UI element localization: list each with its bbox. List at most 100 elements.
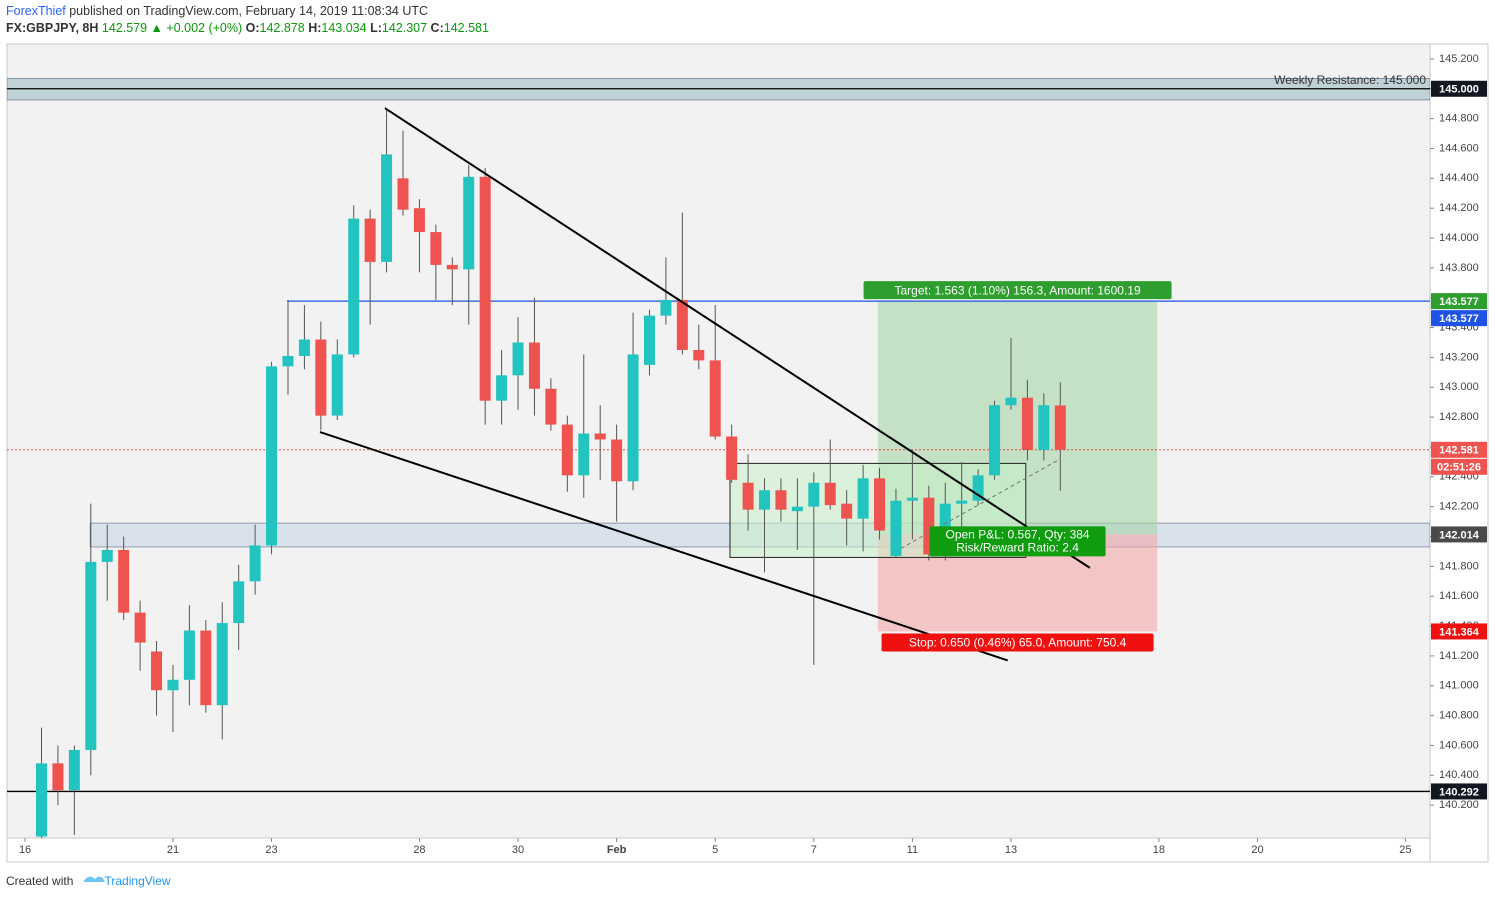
candle-body bbox=[1054, 405, 1066, 450]
created: Created with bbox=[6, 874, 73, 888]
stop_label: Stop: 0.650 (0.46%) 65.0, Amount: 750.4 bbox=[909, 636, 1127, 650]
candle-body bbox=[364, 218, 376, 262]
candle-body bbox=[463, 176, 475, 270]
candle-body bbox=[857, 478, 869, 519]
trend-line bbox=[319, 431, 1009, 662]
x-tick-label: 11 bbox=[907, 844, 918, 856]
trend-line bbox=[384, 107, 1091, 569]
x-tick-label: Feb bbox=[607, 844, 627, 856]
price-tag bbox=[1431, 783, 1487, 800]
brand[interactable]: TradingView bbox=[105, 874, 171, 888]
y-tick-label: 143.000 bbox=[1439, 381, 1479, 393]
symbol: FX:GBPJPY, 8H bbox=[6, 21, 98, 35]
candle-body bbox=[101, 549, 113, 562]
candle-body bbox=[676, 299, 688, 350]
candle-body bbox=[841, 503, 853, 519]
price-tag-label: 143.577 bbox=[1439, 313, 1479, 325]
brand-logo bbox=[83, 876, 105, 882]
candle-body bbox=[118, 549, 130, 613]
candle-body bbox=[742, 482, 754, 510]
candle-body bbox=[1005, 397, 1017, 406]
dashed-line bbox=[900, 458, 1061, 549]
candle-body bbox=[1021, 397, 1033, 450]
candle-body bbox=[479, 176, 491, 401]
candle-body bbox=[216, 623, 228, 706]
candle-body bbox=[594, 433, 606, 440]
price-tag bbox=[1431, 623, 1487, 640]
candle-body bbox=[85, 561, 97, 750]
countdown-box bbox=[1431, 458, 1487, 475]
candle-body bbox=[759, 490, 771, 510]
price-tag-label: 145.000 bbox=[1439, 84, 1479, 96]
price-tag bbox=[1431, 310, 1487, 327]
candle-body bbox=[134, 612, 146, 643]
price-tag-label: 140.292 bbox=[1439, 786, 1479, 798]
candle-body bbox=[923, 497, 935, 555]
y-tick-label: 140.600 bbox=[1439, 739, 1479, 751]
candle-body bbox=[496, 375, 508, 401]
footer: Created with TradingView bbox=[6, 874, 171, 888]
candle-body bbox=[693, 349, 705, 361]
x-tick-label: 25 bbox=[1399, 844, 1411, 856]
y-tick-label: 145.200 bbox=[1439, 53, 1479, 65]
y-tick-label: 144.400 bbox=[1439, 172, 1479, 184]
candle-body bbox=[709, 360, 721, 437]
price-tag-label: 143.577 bbox=[1439, 296, 1479, 308]
candle-body bbox=[906, 497, 918, 501]
candle-body bbox=[972, 475, 984, 501]
x-tick-label: 30 bbox=[512, 844, 524, 856]
candle-body bbox=[430, 232, 442, 265]
candle-body bbox=[643, 315, 655, 365]
x-tick-label: 20 bbox=[1251, 844, 1263, 856]
last: 142.579 bbox=[102, 21, 147, 35]
y-tick-label: 140.800 bbox=[1439, 710, 1479, 722]
price-tag-label: 141.364 bbox=[1439, 626, 1480, 638]
candle-body bbox=[282, 355, 294, 367]
candle-body bbox=[151, 651, 163, 691]
price-tag bbox=[1431, 441, 1487, 458]
candle-body bbox=[611, 439, 623, 482]
y-tick-label: 142.800 bbox=[1439, 411, 1479, 423]
y-tick-label: 144.000 bbox=[1439, 232, 1479, 244]
published: published on TradingView.com, February 1… bbox=[69, 4, 428, 18]
candle-body bbox=[890, 500, 902, 556]
open: 142.878 bbox=[260, 21, 305, 35]
o-label: O: bbox=[246, 21, 260, 35]
y-tick-label: 141.600 bbox=[1439, 590, 1479, 602]
candle-body bbox=[233, 581, 245, 624]
author[interactable]: ForexThief bbox=[6, 4, 66, 18]
candle-body bbox=[874, 478, 886, 531]
c-label: C: bbox=[431, 21, 444, 35]
high: 143.034 bbox=[321, 21, 366, 35]
price-tag bbox=[1431, 80, 1487, 97]
candle-body bbox=[52, 763, 64, 791]
candle-body bbox=[989, 405, 1001, 476]
annotation: Weekly Resistance: 145.000 bbox=[1274, 73, 1426, 87]
candle-body bbox=[298, 339, 310, 356]
x-tick-label: 7 bbox=[811, 844, 817, 856]
pnl-label: Open P&L: 0.567, Qty: 384 bbox=[946, 528, 1090, 542]
candle-body bbox=[381, 154, 393, 262]
candle-body bbox=[167, 679, 179, 691]
candle-body bbox=[183, 630, 195, 680]
candle-body bbox=[791, 506, 803, 512]
candle-body bbox=[413, 208, 425, 233]
target_label-box bbox=[863, 281, 1172, 300]
candle-body bbox=[200, 630, 212, 706]
countdown: 02:51:26 bbox=[1437, 462, 1481, 474]
y-tick-label: 144.800 bbox=[1439, 113, 1479, 125]
candle-body bbox=[528, 342, 540, 389]
y-tick-label: 140.200 bbox=[1439, 799, 1479, 811]
candle-body bbox=[660, 299, 672, 316]
rr-label: Risk/Reward Ratio: 2.4 bbox=[956, 541, 1079, 555]
candle-body bbox=[956, 500, 968, 504]
change: ▲ +0.002 (+0%) bbox=[151, 21, 243, 35]
candle-body bbox=[397, 178, 409, 210]
price-tag bbox=[1431, 526, 1487, 543]
y-tick-label: 143.200 bbox=[1439, 351, 1479, 363]
price-tag bbox=[1431, 293, 1487, 310]
symbol-line: FX:GBPJPY, 8H 142.579 ▲ +0.002 (+0%) O:1… bbox=[6, 21, 489, 35]
candle-body bbox=[512, 342, 524, 376]
